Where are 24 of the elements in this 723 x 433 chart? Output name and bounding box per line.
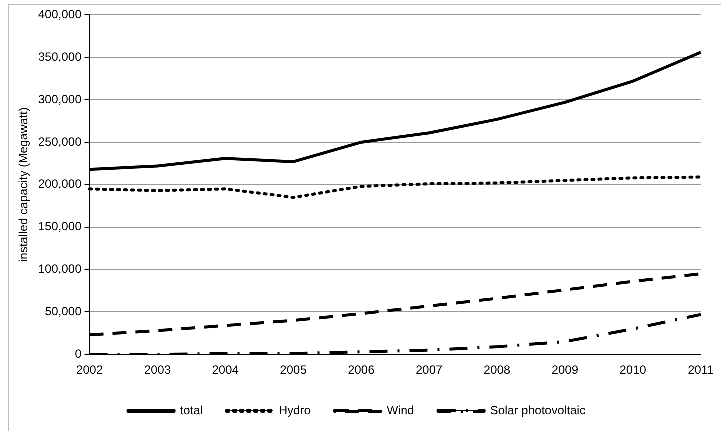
x-tick-label: 2006: [348, 363, 376, 378]
y-tick-label: 0: [75, 346, 82, 361]
legend-label: Solar photovoltaic: [490, 403, 586, 418]
legend-label: Wind: [386, 403, 414, 418]
y-tick-label: 50,000: [45, 304, 82, 318]
x-tick-label: 2011: [688, 363, 714, 378]
legend-label: Hydro: [278, 403, 312, 418]
x-tick-label: 2003: [144, 363, 172, 378]
y-axis-title: installed capacity (Megawatt): [16, 108, 31, 262]
y-tick-label: 200,000: [38, 177, 82, 192]
x-tick-label: 2008: [484, 363, 511, 378]
y-tick-label: 100,000: [38, 262, 82, 276]
x-tick-label: 2007: [416, 363, 444, 378]
y-tick-label: 150,000: [38, 220, 82, 234]
legend-label: total: [180, 403, 203, 418]
y-tick-label: 300,000: [38, 92, 82, 106]
x-tick-label: 2004: [212, 363, 240, 378]
y-tick-label: 250,000: [38, 134, 82, 149]
y-tick-label: 350,000: [38, 50, 82, 64]
x-tick-label: 2009: [552, 363, 579, 378]
x-tick-label: 2002: [76, 363, 104, 378]
x-tick-label: 2010: [620, 363, 647, 378]
y-tick-label: 400,000: [38, 8, 82, 22]
x-tick-label: 2005: [280, 363, 308, 378]
